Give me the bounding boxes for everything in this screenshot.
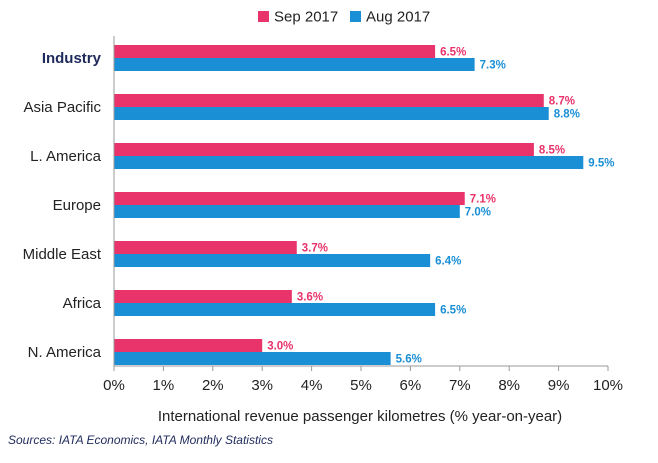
legend: Sep 2017 Aug 2017 — [258, 9, 430, 26]
x-tick-label: 3% — [251, 377, 273, 394]
bar-l-america-sep-2017 — [114, 143, 534, 156]
x-tick-label: 0% — [103, 377, 125, 394]
x-axis: 0% 1% 2% 3% 4% 5% 6% 7% 8% 9% 10% — [103, 36, 623, 394]
bar-europe-sep-2017 — [114, 192, 465, 205]
bar-industry-sep-2017 — [114, 45, 436, 58]
bar-n-america-sep-2017 — [114, 339, 263, 352]
x-tick-label: 2% — [202, 377, 224, 394]
x-tick-label: 9% — [548, 377, 570, 394]
x-tick-label: 4% — [301, 377, 323, 394]
data-label-asia-pacific-sep-2017: 8.7% — [549, 96, 575, 108]
data-label-n-america-aug-2017: 5.6% — [396, 354, 422, 366]
legend-swatch-sep-2017 — [258, 11, 269, 22]
bar-middle-east-aug-2017 — [114, 254, 431, 267]
category-label-n-america: N. America — [28, 344, 102, 361]
bar-middle-east-sep-2017 — [114, 241, 297, 254]
data-label-l-america-aug-2017: 9.5% — [588, 158, 614, 170]
bar-africa-aug-2017 — [114, 303, 436, 316]
data-label-africa-aug-2017: 6.5% — [440, 305, 466, 317]
data-label-industry-aug-2017: 7.3% — [480, 60, 506, 72]
data-label-europe-sep-2017: 7.1% — [470, 194, 496, 206]
bars-group: 6.5% 7.3% 8.7%8.8% 8.5% 9.5% 7.1%7.0% 3.7% 6.4%… — [114, 45, 615, 366]
x-axis-title: International revenue passenger kilometr… — [158, 408, 562, 425]
x-tick-label: 5% — [350, 377, 372, 394]
category-label-middle-east: Middle East — [23, 246, 102, 263]
x-tick-label: 6% — [400, 377, 422, 394]
category-label-asia-pacific: Asia Pacific — [23, 99, 101, 116]
x-tick-label: 1% — [153, 377, 175, 394]
bar-n-america-aug-2017 — [114, 352, 391, 365]
data-label-middle-east-aug-2017: 6.4% — [435, 256, 461, 268]
bar-asia-pacific-sep-2017 — [114, 94, 544, 107]
data-label-europe-aug-2017: 7.0% — [465, 207, 491, 219]
legend-label-aug-2017: Aug 2017 — [366, 9, 430, 26]
bar-industry-aug-2017 — [114, 58, 475, 71]
data-label-l-america-sep-2017: 8.5% — [539, 145, 565, 157]
legend-label-sep-2017: Sep 2017 — [274, 9, 338, 26]
x-tick-label: 7% — [449, 377, 471, 394]
data-label-africa-sep-2017: 3.6% — [297, 292, 323, 304]
bar-europe-aug-2017 — [114, 205, 460, 218]
legend-swatch-aug-2017 — [350, 11, 361, 22]
category-label-l-america: L. America — [30, 148, 102, 165]
category-label-africa: Africa — [63, 295, 102, 312]
source-note: Sources: IATA Economics, IATA Monthly St… — [8, 433, 273, 447]
category-label-industry: Industry — [42, 50, 102, 67]
data-label-asia-pacific-aug-2017: 8.8% — [554, 109, 580, 121]
x-tick-label: 10% — [593, 377, 623, 394]
bar-l-america-aug-2017 — [114, 156, 584, 169]
data-label-middle-east-sep-2017: 3.7% — [302, 243, 328, 255]
bar-asia-pacific-aug-2017 — [114, 107, 549, 120]
x-tick-label: 8% — [498, 377, 520, 394]
data-label-n-america-sep-2017: 3.0% — [267, 341, 293, 353]
data-label-industry-sep-2017: 6.5% — [440, 47, 466, 59]
bar-africa-sep-2017 — [114, 290, 292, 303]
category-label-europe: Europe — [53, 197, 101, 214]
category-labels: Industry Asia Pacific L. America Europe Midd… — [23, 50, 102, 361]
